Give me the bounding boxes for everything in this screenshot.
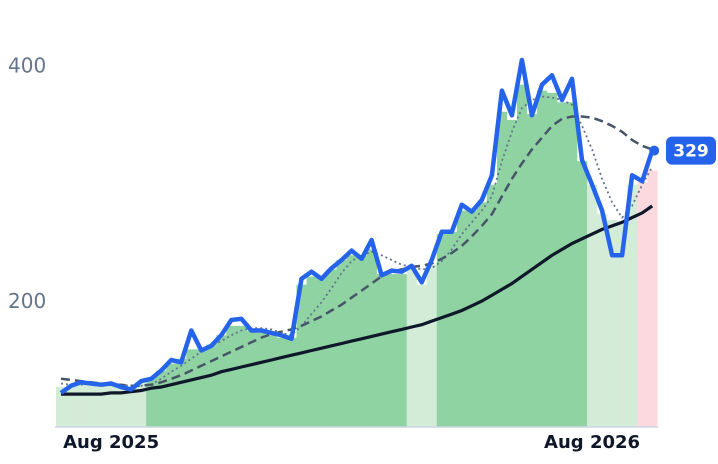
bar xyxy=(496,111,508,428)
bar xyxy=(316,276,327,427)
bar xyxy=(506,119,518,427)
bar xyxy=(546,92,558,427)
bar xyxy=(456,210,468,427)
bar xyxy=(226,325,237,427)
bar xyxy=(607,219,618,427)
bar xyxy=(627,184,638,427)
bar xyxy=(266,335,277,427)
last-badge xyxy=(666,136,716,165)
bar xyxy=(76,383,87,427)
bar xyxy=(86,383,97,427)
bar xyxy=(156,370,167,427)
bar xyxy=(536,90,548,428)
bar xyxy=(286,337,297,427)
bar xyxy=(296,284,307,427)
bar xyxy=(196,349,207,427)
bar xyxy=(406,269,418,427)
bar xyxy=(326,269,337,427)
bar xyxy=(106,385,117,427)
bar xyxy=(66,384,77,427)
bar xyxy=(637,182,648,427)
bar xyxy=(136,382,147,427)
bar xyxy=(116,388,127,427)
bar xyxy=(236,325,247,427)
bar xyxy=(126,387,137,427)
bar xyxy=(96,384,107,427)
bar xyxy=(476,202,488,427)
bar xyxy=(647,170,658,427)
bar xyxy=(176,358,187,427)
last-point xyxy=(649,145,660,156)
bar xyxy=(166,363,177,427)
line-solid xyxy=(61,204,654,396)
bar xyxy=(276,337,287,427)
bar xyxy=(246,330,257,427)
line-price xyxy=(59,57,655,395)
bar xyxy=(567,102,578,427)
bar xyxy=(376,274,387,427)
bar xyxy=(146,377,157,427)
bar xyxy=(446,231,458,427)
bar xyxy=(426,264,438,427)
bar xyxy=(556,102,568,427)
bar xyxy=(486,184,498,427)
line-dotted xyxy=(60,95,653,387)
last-value-label: 329 xyxy=(673,142,709,162)
bar xyxy=(617,222,628,427)
bar xyxy=(577,161,588,427)
bar xyxy=(386,274,397,427)
x-tick-label: Aug 2026 xyxy=(544,432,640,453)
bar xyxy=(356,255,367,427)
bar xyxy=(436,234,448,427)
y-tick-label: 400 xyxy=(8,54,46,78)
bar xyxy=(396,274,407,427)
bar xyxy=(366,249,377,427)
line-dashed xyxy=(60,115,653,388)
bar xyxy=(216,335,227,427)
x-tick-label: Aug 2025 xyxy=(63,432,159,453)
bar xyxy=(206,344,217,427)
bar xyxy=(55,387,67,427)
bar xyxy=(466,210,478,427)
bar xyxy=(256,332,267,427)
y-tick-label: 200 xyxy=(8,289,46,313)
bar xyxy=(587,184,598,427)
bar xyxy=(516,84,528,427)
bar xyxy=(597,214,608,427)
bar xyxy=(186,349,197,427)
bar xyxy=(416,284,428,427)
